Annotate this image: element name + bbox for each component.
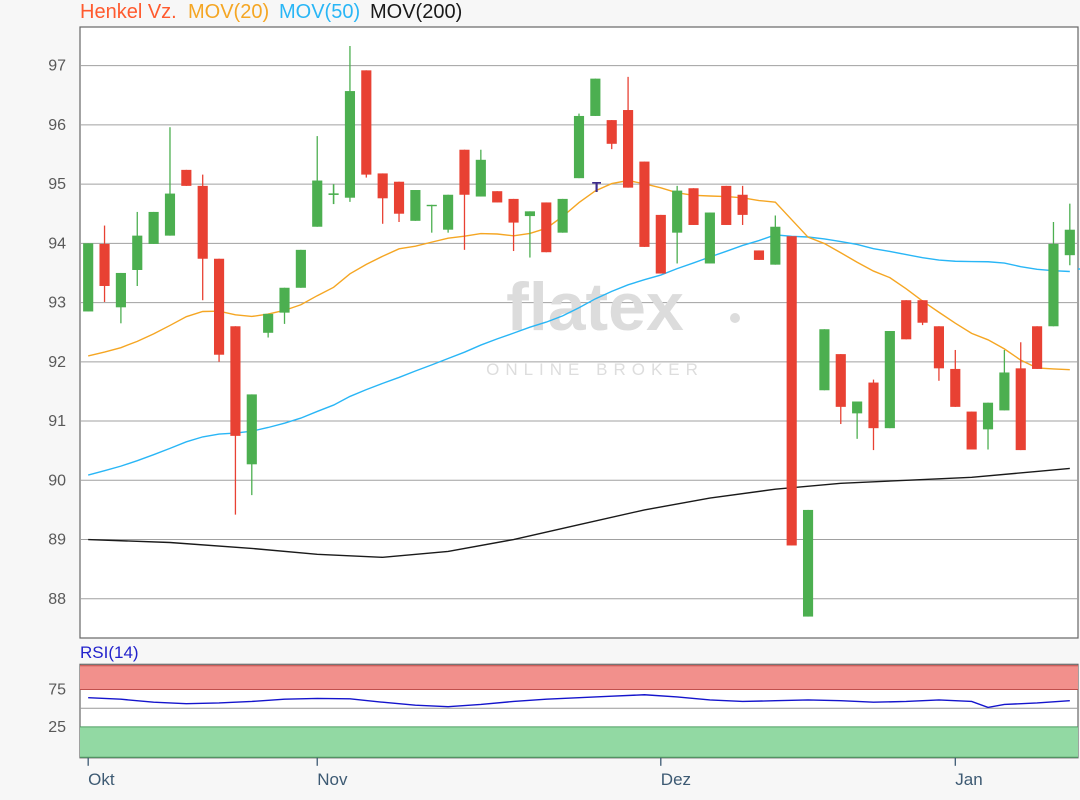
- svg-text:89: 89: [48, 532, 66, 549]
- svg-text:25: 25: [48, 719, 66, 736]
- svg-text:flatex: flatex: [506, 269, 684, 345]
- svg-text:T: T: [592, 179, 601, 196]
- svg-text:Jan: Jan: [955, 770, 982, 789]
- svg-text:92: 92: [48, 354, 66, 371]
- svg-text:88: 88: [48, 591, 66, 608]
- svg-text:94: 94: [48, 235, 66, 252]
- svg-text:96: 96: [48, 117, 66, 134]
- svg-text:MOV(50): MOV(50): [279, 1, 360, 23]
- svg-text:ONLINE BROKER: ONLINE BROKER: [486, 360, 704, 379]
- svg-text:95: 95: [48, 176, 66, 193]
- svg-text:Okt: Okt: [88, 770, 115, 789]
- svg-text:97: 97: [48, 58, 66, 75]
- svg-text:Dez: Dez: [661, 770, 691, 789]
- svg-text:93: 93: [48, 295, 66, 312]
- svg-text:RSI(14): RSI(14): [80, 643, 139, 662]
- svg-text:75: 75: [48, 682, 66, 699]
- svg-text:MOV(200): MOV(200): [370, 1, 462, 23]
- svg-text:MOV(20): MOV(20): [188, 1, 269, 23]
- svg-text:90: 90: [48, 472, 66, 489]
- svg-text:Henkel Vz.: Henkel Vz.: [80, 1, 177, 23]
- svg-text:Nov: Nov: [317, 770, 348, 789]
- svg-text:91: 91: [48, 413, 66, 430]
